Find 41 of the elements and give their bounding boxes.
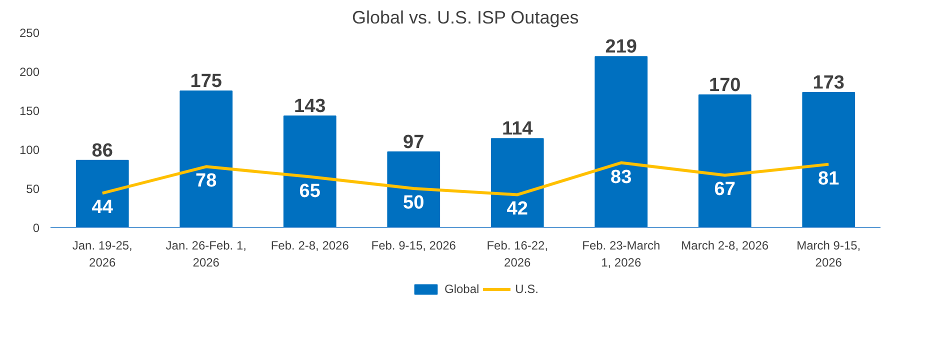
- bar: [490, 138, 544, 228]
- data-label: 97: [403, 132, 424, 153]
- x-tick-label: Feb. 16-22, 2026: [486, 238, 548, 270]
- x-tick-label: March 9-15, 2026: [796, 238, 861, 270]
- bar: [180, 90, 233, 228]
- data-label: 173: [812, 72, 844, 94]
- x-tick-label: Jan. 26-Feb. 1, 2026: [166, 238, 246, 270]
- bar: [698, 94, 752, 228]
- data-label: 114: [502, 118, 534, 140]
- x-tick-label: March 2-8, 2026: [681, 238, 769, 252]
- data-label: 219: [605, 36, 637, 58]
- data-label: 50: [403, 192, 424, 214]
- x-tick-label: Jan. 19-25, 2026: [72, 238, 132, 270]
- x-tick-label: Feb. 9-15, 2026: [371, 238, 456, 252]
- data-label: 67: [714, 179, 736, 200]
- x-tick-label: Feb. 2-8, 2026: [270, 238, 350, 252]
- data-label: 143: [294, 96, 326, 117]
- data-label: 86: [92, 140, 113, 162]
- data-label: 44: [92, 197, 114, 218]
- y-tick-label: 150: [19, 104, 40, 118]
- data-label: 175: [190, 71, 222, 92]
- y-tick-label: 100: [19, 143, 40, 157]
- bar: [594, 56, 648, 228]
- bar: [387, 151, 440, 228]
- y-tick-label: 200: [19, 65, 40, 79]
- legend-label: Global: [444, 282, 480, 296]
- y-tick-label: 250: [19, 26, 40, 40]
- x-tick-label: Feb. 23-March 1, 2026: [582, 238, 660, 270]
- data-label: 65: [299, 180, 321, 202]
- data-label: 83: [610, 166, 632, 188]
- data-label: 78: [196, 170, 217, 192]
- data-label: 81: [818, 168, 840, 190]
- bar: [283, 115, 336, 228]
- y-tick-label: 0: [32, 221, 40, 235]
- chart-title: Global vs. U.S. ISP Outages: [352, 8, 579, 28]
- legend-label: U.S.: [515, 282, 539, 296]
- bar: [802, 92, 856, 228]
- data-label: 170: [709, 74, 741, 96]
- y-tick-label: 50: [26, 182, 40, 196]
- data-label: 42: [506, 198, 528, 220]
- bar: [76, 160, 129, 228]
